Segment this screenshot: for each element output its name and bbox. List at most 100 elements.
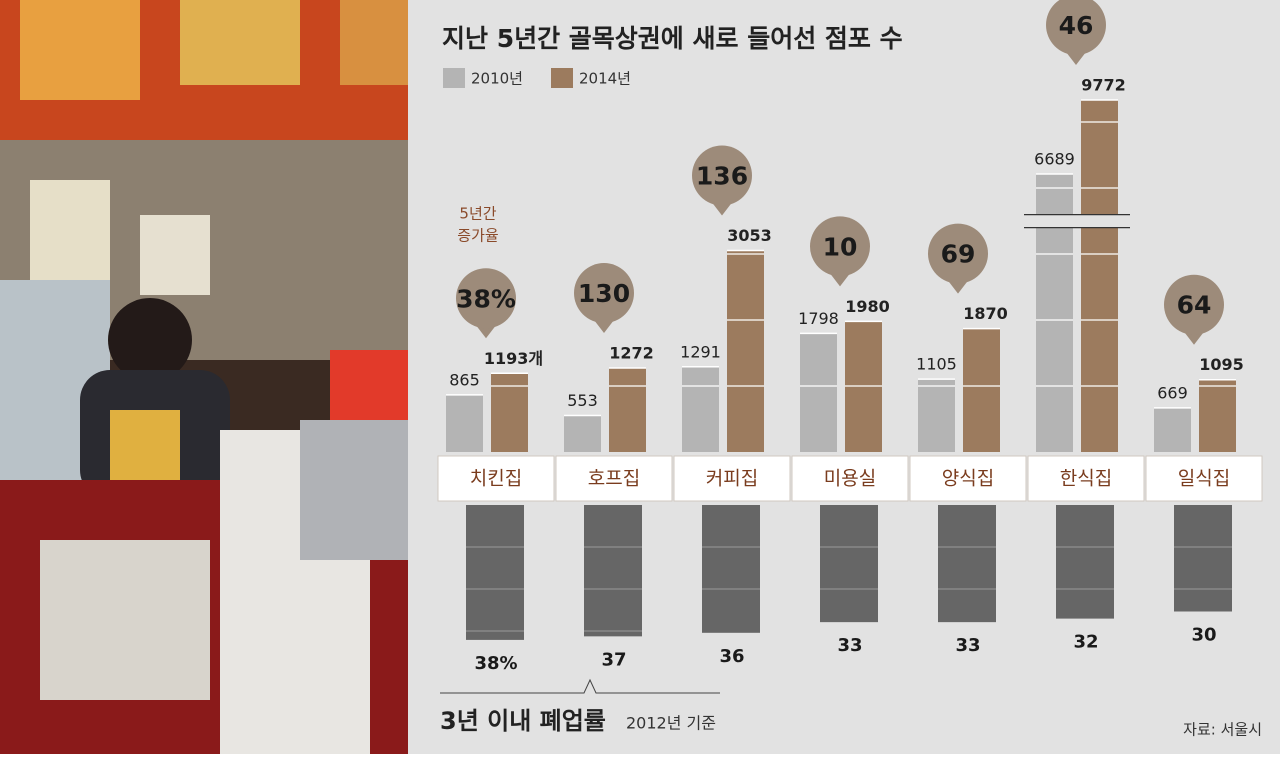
value-label: 553 <box>567 391 598 410</box>
category-label: 한식집 <box>1060 468 1112 490</box>
growth-bubble <box>1164 274 1224 335</box>
bar <box>682 366 719 452</box>
chart-title: 지난 5년간 골목상권에 새로 들어선 점포 수 <box>442 24 903 53</box>
closure-title: 3년 이내 폐업률 <box>440 707 606 735</box>
bar <box>1199 379 1236 452</box>
photo-foil <box>300 420 408 560</box>
closure-label: 32 <box>1073 632 1098 653</box>
closure-bar <box>1056 505 1114 619</box>
source: 자료: 서울시 <box>1183 721 1262 739</box>
growth-bubble <box>712 202 732 216</box>
photo-appliance <box>30 180 110 280</box>
closure-label: 37 <box>601 649 626 670</box>
growth-label: 38% <box>456 284 516 313</box>
bar <box>1081 100 1118 452</box>
growth-bubble <box>476 325 496 339</box>
value-label: 3053 <box>727 226 772 245</box>
legend-swatch <box>443 68 465 88</box>
growth-title: 증가율 <box>457 227 498 245</box>
photo-boxes <box>40 540 210 700</box>
category-box <box>673 455 791 502</box>
photo-apron <box>110 410 180 480</box>
growth-bubble <box>810 216 870 277</box>
growth-bubble <box>928 223 988 284</box>
photo-menu <box>340 0 408 85</box>
legend-label: 2014년 <box>579 70 631 88</box>
closure-bar <box>584 505 642 637</box>
closure-bar <box>466 505 524 640</box>
category-label: 미용실 <box>824 468 876 490</box>
category-box <box>791 455 909 502</box>
growth-bubble <box>692 145 752 206</box>
bar <box>1154 407 1191 452</box>
growth-bubble <box>830 273 850 287</box>
bar <box>727 250 764 452</box>
legend-swatch <box>551 68 573 88</box>
value-label: 1272 <box>609 344 654 363</box>
growth-bubble <box>1184 331 1204 345</box>
growth-label: 136 <box>696 162 748 191</box>
bar <box>963 328 1000 452</box>
value-label: 1193개 <box>484 349 543 368</box>
value-label: 1105 <box>916 355 957 374</box>
photo-person <box>108 298 192 382</box>
axis-break <box>1026 214 1151 228</box>
photo-box <box>330 350 408 430</box>
bar <box>845 321 882 452</box>
category-box <box>1145 455 1263 502</box>
bar <box>609 368 646 452</box>
closure-label: 30 <box>1191 625 1216 646</box>
category-box <box>909 455 1027 502</box>
photo-menu <box>20 0 140 100</box>
closure-bar <box>702 505 760 633</box>
category-label: 치킨집 <box>470 468 522 490</box>
growth-bubble <box>1046 0 1106 55</box>
growth-bubble <box>594 320 614 334</box>
bar <box>564 415 601 452</box>
category-box <box>437 455 555 502</box>
value-label: 1095 <box>1199 355 1244 374</box>
closure-bar <box>820 505 878 623</box>
bar <box>918 379 955 452</box>
value-label: 1291 <box>680 342 721 361</box>
closure-callout <box>440 678 720 694</box>
closure-bar <box>938 505 996 623</box>
value-label: 9772 <box>1081 76 1126 95</box>
legend-label: 2010년 <box>471 70 523 88</box>
value-label: 1870 <box>963 304 1008 323</box>
value-label: 6689 <box>1034 150 1075 169</box>
bar <box>491 373 528 452</box>
growth-label: 46 <box>1059 11 1094 40</box>
value-label: 669 <box>1157 383 1188 402</box>
closure-label: 33 <box>955 635 980 656</box>
value-label: 865 <box>449 370 480 389</box>
photo-menu <box>180 0 300 85</box>
bar <box>800 333 837 452</box>
growth-bubble <box>948 280 968 294</box>
growth-label: 69 <box>941 240 976 269</box>
panel <box>408 0 1280 754</box>
growth-label: 130 <box>578 279 630 308</box>
category-label: 양식집 <box>942 468 994 490</box>
closure-label: 38% <box>474 653 517 674</box>
value-label: 1980 <box>845 297 890 316</box>
closure-label: 33 <box>837 635 862 656</box>
category-box <box>555 455 673 502</box>
value-label: 1798 <box>798 309 839 328</box>
closure-bar <box>1174 505 1232 612</box>
growth-bubble <box>1066 52 1086 65</box>
category-label: 호프집 <box>588 468 640 490</box>
closure-label: 36 <box>719 646 744 667</box>
category-label: 일식집 <box>1178 468 1230 490</box>
photo-appliance <box>140 215 210 295</box>
growth-title: 5년간 <box>459 205 496 223</box>
photo <box>0 0 408 754</box>
category-box <box>1027 455 1145 502</box>
bar <box>446 394 483 452</box>
growth-label: 10 <box>823 232 858 261</box>
growth-label: 64 <box>1177 291 1212 320</box>
closure-subtitle: 2012년 기준 <box>626 714 716 733</box>
growth-bubble <box>456 268 516 329</box>
growth-bubble <box>574 263 634 324</box>
